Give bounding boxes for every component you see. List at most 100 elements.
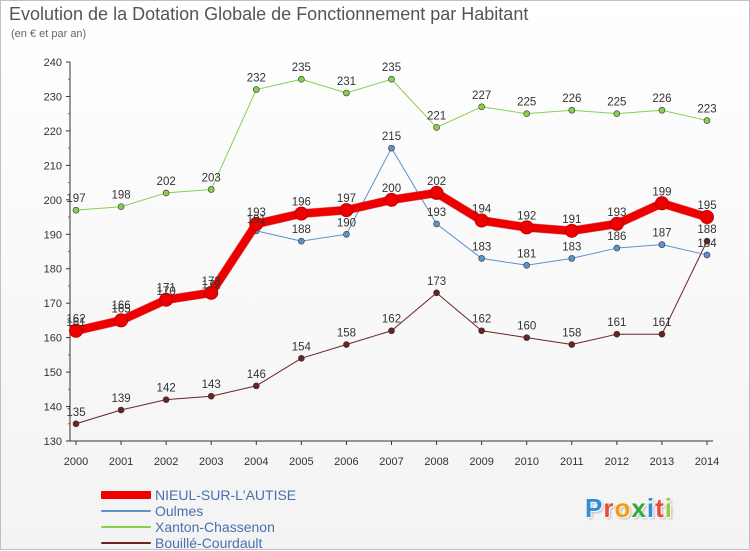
x-tick-label: 2001 [109,456,133,468]
x-tick-label: 2010 [514,456,538,468]
data-label: 223 [697,104,716,116]
data-label: 173 [427,276,446,288]
series-point [343,230,350,238]
series-point [117,203,125,211]
data-label: 235 [382,62,401,74]
series-point [703,251,711,259]
data-label: 194 [472,203,492,215]
x-tick-label: 2006 [334,456,358,468]
y-tick-label: 160 [44,333,62,345]
data-label: 184 [697,238,717,250]
data-label: 160 [517,321,536,333]
data-label: 235 [292,62,311,74]
data-label: 139 [111,393,130,405]
series-point [204,285,219,300]
data-label: 199 [652,186,671,198]
series-point [478,327,485,335]
series-point [613,244,621,252]
series-point [294,206,309,221]
series-point [568,106,576,114]
data-label: 158 [562,328,581,340]
data-label: 181 [517,248,536,260]
series-point [339,203,354,218]
logo-letter: t [655,493,665,523]
data-label: 161 [607,317,626,329]
x-tick-label: 2007 [379,456,403,468]
series-point [658,241,666,248]
logo-letter: i [664,493,673,523]
series-point [249,216,264,231]
data-label: 193 [607,207,626,219]
data-label: 231 [337,76,356,88]
series-point [388,327,395,335]
chart-title: Evolution de la Dotation Globale de Fonc… [9,4,529,24]
data-label: 203 [202,172,221,184]
y-tick-label: 200 [44,195,62,207]
data-label: 166 [111,300,130,312]
series-point [523,110,531,117]
data-label: 183 [562,241,581,253]
x-tick-label: 2014 [695,456,719,468]
legend-swatch-bouille [101,542,151,544]
data-label: 161 [652,317,671,329]
data-label: 158 [337,328,356,340]
x-tick-label: 2011 [560,456,584,468]
data-label: 162 [382,314,401,326]
data-label: 226 [562,93,581,105]
data-label: 232 [247,73,266,85]
series-point [298,237,305,245]
data-label: 183 [472,241,491,253]
series-point [72,206,80,214]
data-label: 161 [66,317,85,329]
series-point [478,255,485,262]
data-label: 171 [157,283,176,295]
series-point [433,124,440,131]
series-point [613,330,621,338]
data-label: 197 [337,193,356,205]
data-label: 146 [247,369,266,381]
series-point [523,334,531,341]
data-label: 195 [697,200,716,212]
logo-letter: x [631,493,647,523]
data-label: 227 [472,90,491,102]
data-label: 215 [382,131,401,143]
series-point [700,210,714,225]
data-label: 193 [247,207,266,219]
data-label: 187 [652,228,671,240]
data-label: 135 [66,407,85,419]
series-point [654,196,669,211]
x-tick-label: 2004 [244,456,268,468]
y-tick-label: 220 [44,126,62,138]
series-point [117,406,125,414]
series-point [388,75,395,83]
data-label: 202 [157,176,176,188]
series-point [159,292,174,307]
series-point [298,75,305,83]
x-tick-label: 2005 [289,456,313,468]
logo-letter: P [585,493,604,523]
series-point [298,355,305,362]
data-label: 192 [517,210,536,222]
series-point [162,396,170,403]
logo-letter: o [614,493,632,523]
series-point [478,103,485,111]
series-point [433,220,440,228]
data-label: 143 [202,379,221,391]
series-point [519,220,534,235]
y-tick-label: 140 [44,402,62,414]
y-tick-label: 230 [44,91,62,103]
data-label: 225 [607,97,626,109]
series-point [564,223,579,238]
series-point [114,313,129,328]
series-point [568,341,576,348]
data-label: 198 [111,190,130,202]
data-label: 188 [292,224,311,236]
data-label: 225 [517,97,536,109]
series-point [568,255,576,262]
series-point [658,330,666,338]
series-point [343,341,350,348]
data-label: 162 [472,314,491,326]
data-label: 197 [66,193,85,205]
data-label: 196 [292,197,311,209]
